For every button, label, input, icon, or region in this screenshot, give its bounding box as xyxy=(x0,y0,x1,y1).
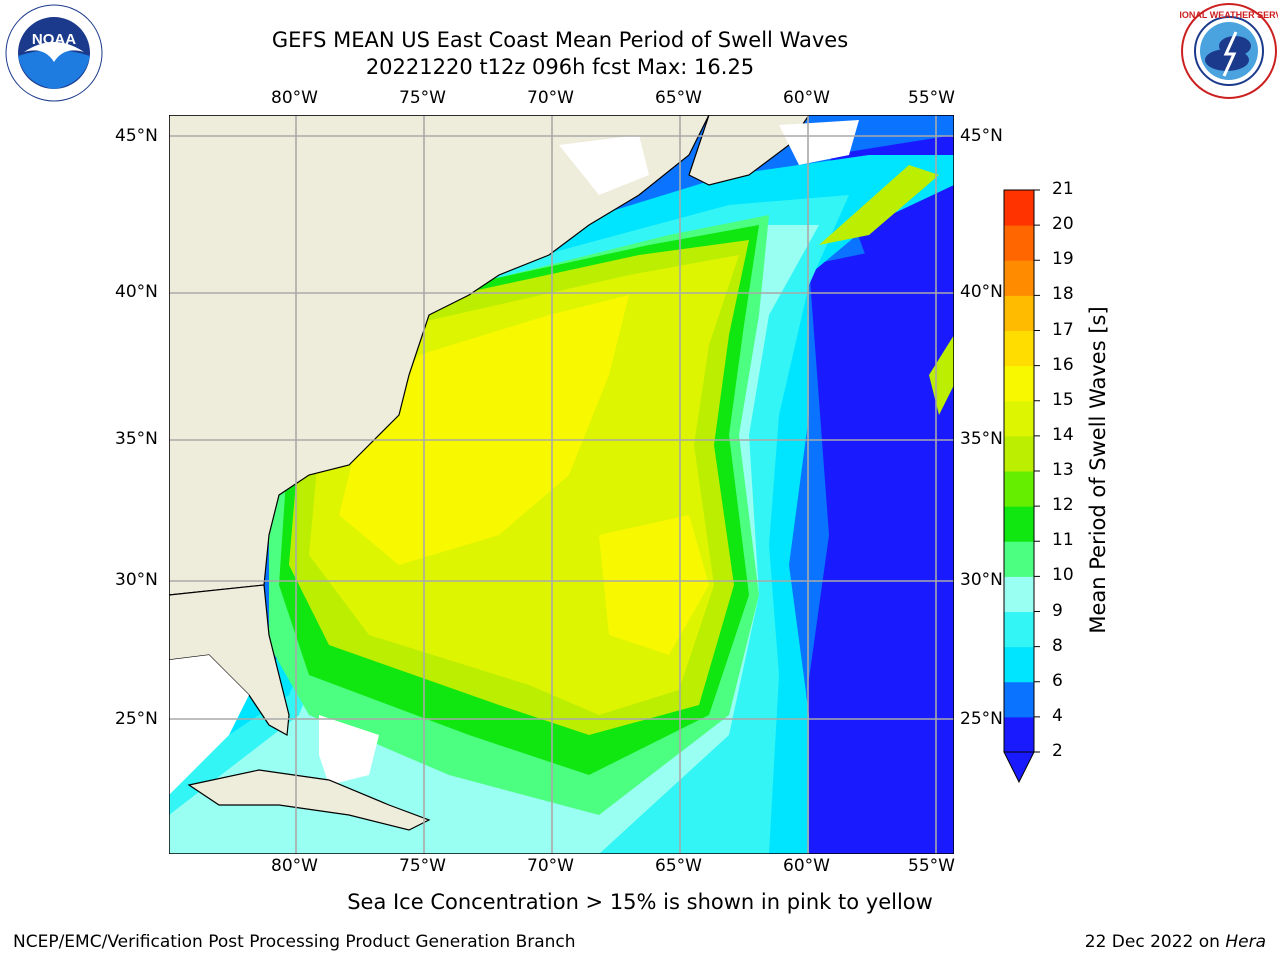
colorbar-segment xyxy=(1004,400,1034,437)
colorbar-segment xyxy=(1004,225,1034,261)
colorbar-segment xyxy=(1004,330,1034,367)
colorbar-segment xyxy=(1004,435,1034,472)
colorbar-segment xyxy=(1004,681,1034,718)
noaa-logo-text: NOAA xyxy=(32,31,76,48)
chart-title: GEFS MEAN US East Coast Mean Period of S… xyxy=(271,28,849,52)
lon-label-top: 65°W xyxy=(655,88,702,108)
lat-label-left: 45°N xyxy=(115,126,158,146)
lon-label-top: 70°W xyxy=(527,88,574,108)
footer-date: 22 Dec 2022 on Hera xyxy=(1085,932,1266,952)
colorbar-tick-label: 6 xyxy=(1052,670,1063,691)
colorbar-segment xyxy=(1004,190,1034,226)
colorbar-tick-label: 18 xyxy=(1052,284,1074,305)
nws-logo: NATIONAL WEATHER SERVICE xyxy=(1162,2,1280,100)
colorbar-tick-label: 14 xyxy=(1052,424,1074,445)
colorbar-segment xyxy=(1004,506,1034,542)
colorbar-segment xyxy=(1004,611,1034,648)
lat-label-right: 25°N xyxy=(960,709,1003,729)
lat-label-left: 35°N xyxy=(115,429,158,449)
colorbar-title: Mean Period of Swell Waves [s] xyxy=(1086,306,1110,634)
colorbar-tick-label: 19 xyxy=(1052,249,1074,270)
lat-label-left: 40°N xyxy=(115,282,158,302)
svg-text:NATIONAL WEATHER SERVICE: NATIONAL WEATHER SERVICE xyxy=(1180,10,1278,20)
sea-ice-note: Sea Ice Concentration > 15% is shown in … xyxy=(347,890,933,914)
colorbar-tick-label: 10 xyxy=(1052,565,1074,586)
colorbar-tick-label: 15 xyxy=(1052,389,1074,410)
lat-label-right: 30°N xyxy=(960,570,1003,590)
lat-label-right: 40°N xyxy=(960,282,1003,302)
lat-label-left: 30°N xyxy=(115,570,158,590)
lat-label-right: 35°N xyxy=(960,429,1003,449)
footer-credit: NCEP/EMC/Verification Post Processing Pr… xyxy=(13,932,576,952)
colorbar-tick-label: 11 xyxy=(1052,530,1074,551)
colorbar-segment xyxy=(1004,471,1034,507)
colorbar-tick-label: 16 xyxy=(1052,354,1074,375)
noaa-logo: NOAA xyxy=(4,4,104,102)
lon-label-top: 60°W xyxy=(783,88,830,108)
lon-label-top: 55°W xyxy=(908,88,955,108)
lon-label-top: 75°W xyxy=(399,88,446,108)
chart-subtitle: 20221220 t12z 096h fcst Max: 16.25 xyxy=(365,55,755,79)
colorbar xyxy=(1003,189,1040,784)
colorbar-tick-label: 4 xyxy=(1052,705,1063,726)
swell-period-map xyxy=(169,115,954,854)
lon-label-bottom: 80°W xyxy=(271,856,318,876)
lon-label-bottom: 60°W xyxy=(783,856,830,876)
footer-date-text: 22 Dec 2022 on xyxy=(1084,932,1220,952)
colorbar-segment xyxy=(1004,541,1034,577)
lat-label-left: 25°N xyxy=(115,709,158,729)
footer-host: Hera xyxy=(1225,932,1266,952)
colorbar-tick-label: 20 xyxy=(1052,214,1074,235)
colorbar-tick-label: 17 xyxy=(1052,319,1074,340)
lon-label-bottom: 65°W xyxy=(655,856,702,876)
colorbar-segment xyxy=(1004,365,1034,402)
colorbar-segment xyxy=(1004,576,1034,612)
colorbar-segment xyxy=(1004,260,1034,296)
colorbar-segment xyxy=(1004,646,1034,683)
colorbar-tick-label: 21 xyxy=(1052,179,1074,199)
lon-label-bottom: 75°W xyxy=(399,856,446,876)
colorbar-tick-label: 9 xyxy=(1052,600,1063,621)
colorbar-extend-arrow xyxy=(1003,751,1035,784)
colorbar-tick-label: 13 xyxy=(1052,460,1074,480)
colorbar-tick-label: 2 xyxy=(1052,741,1063,761)
lon-label-top: 80°W xyxy=(271,88,318,108)
lat-label-right: 45°N xyxy=(960,126,1003,146)
colorbar-segment xyxy=(1004,295,1034,331)
colorbar-tick-label: 12 xyxy=(1052,495,1074,516)
colorbar-tick-label: 8 xyxy=(1052,635,1063,656)
colorbar-segment xyxy=(1004,716,1034,753)
lon-label-bottom: 70°W xyxy=(527,856,574,876)
lon-label-bottom: 55°W xyxy=(908,856,955,876)
